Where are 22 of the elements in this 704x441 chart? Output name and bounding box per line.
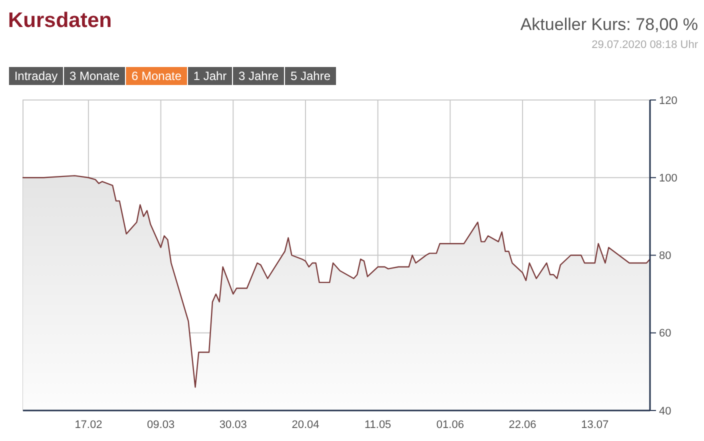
x-tick-label: 17.02 <box>74 419 102 431</box>
tab-button: 1 Jahr <box>188 67 232 85</box>
chart-subtitle: Aktueller Kurs: 78,00 % <box>520 15 698 34</box>
tab-button: 5 Jahre <box>285 67 336 85</box>
x-tick-label: 09.03 <box>147 419 175 431</box>
x-tick-label: 20.04 <box>292 419 320 431</box>
text: 29.07.2020 08:18 Uhr <box>592 39 698 51</box>
y-tick-label: 80 <box>659 250 672 262</box>
tab-button: 3 Jahre <box>233 67 284 85</box>
x-tick-label: 30.03 <box>219 419 247 431</box>
x-tick-label: 13.07 <box>581 419 609 431</box>
x-tick-label: 11.05 <box>364 419 392 431</box>
tab-button: 3 Monate <box>64 67 125 85</box>
y-tick-label: 60 <box>659 328 672 340</box>
tab-button: Intraday <box>9 67 63 85</box>
x-tick-label: 22.06 <box>508 419 536 431</box>
y-tick-label: 100 <box>659 172 678 184</box>
x-tick-label: 01.06 <box>436 419 464 431</box>
chart-title: Kursdaten <box>8 9 112 32</box>
tab-button: 6 Monate <box>126 67 187 85</box>
y-tick-label: 120 <box>659 94 678 107</box>
y-tick-label: 40 <box>659 405 672 418</box>
